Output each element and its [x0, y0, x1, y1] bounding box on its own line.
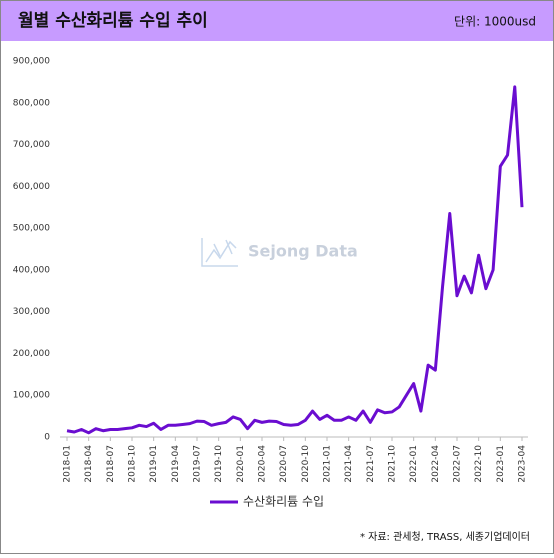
y-tick-label: 100,000	[13, 391, 50, 401]
x-tick-label: 2022-10	[474, 445, 484, 483]
x-tick-label: 2023-01	[496, 445, 506, 483]
x-tick-label: 2020-04	[258, 445, 268, 483]
x-tick-label: 2019-01	[149, 445, 159, 483]
y-tick-label: 0	[44, 433, 50, 443]
x-tick-label: 2022-07	[452, 445, 462, 483]
x-tick-label: 2022-01	[409, 445, 419, 483]
x-tick-label: 2019-07	[193, 445, 203, 483]
source-note: * 자료: 관세청, TRASS, 세종기업데이터	[360, 530, 530, 543]
y-tick-label: 700,000	[13, 140, 50, 150]
x-tick-label: 2019-10	[214, 445, 224, 483]
y-tick-label: 200,000	[13, 349, 50, 359]
x-tick-label: 2020-01	[236, 445, 246, 483]
y-tick-label: 500,000	[13, 224, 50, 234]
x-tick-label: 2018-04	[84, 445, 94, 483]
x-tick-label: 2019-04	[171, 445, 181, 483]
x-tick-label: 2020-07	[279, 445, 289, 483]
header-bar	[1, 1, 553, 41]
x-tick-label: 2021-01	[322, 445, 332, 483]
y-tick-label: 900,000	[13, 57, 50, 67]
chart-title: 월별 수산화리튬 수입 추이	[18, 11, 208, 31]
y-tick-label: 300,000	[13, 307, 50, 317]
unit-note: 단위: 1000usd	[454, 15, 536, 29]
x-tick-label: 2021-10	[387, 445, 397, 483]
x-tick-label: 2018-01	[63, 445, 73, 483]
x-tick-label: 2018-10	[128, 445, 138, 483]
x-tick-label: 2021-04	[344, 445, 354, 483]
x-tick-label: 2021-07	[366, 445, 376, 483]
data-line	[66, 85, 524, 435]
y-tick-label: 600,000	[13, 182, 50, 192]
watermark-icon	[201, 238, 238, 267]
legend-label: 수산화리튬 수입	[243, 495, 324, 509]
x-tick-label: 2020-10	[301, 445, 311, 483]
watermark: Sejong Data	[248, 242, 358, 261]
y-tick-label: 400,000	[13, 265, 50, 275]
x-tick-label: 2022-04	[431, 445, 441, 483]
y-tick-label: 800,000	[13, 98, 50, 108]
x-tick-label: 2018-07	[106, 445, 116, 483]
x-tick-label: 2023-04	[517, 445, 527, 483]
